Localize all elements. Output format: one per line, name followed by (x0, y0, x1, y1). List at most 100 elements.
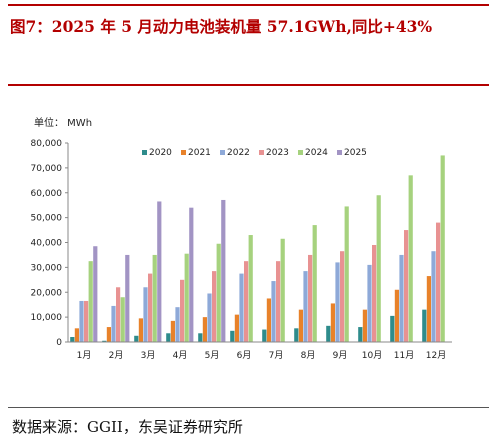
legend-swatch-2025 (337, 150, 342, 155)
y-tick-label: 0 (56, 338, 62, 348)
bar-2022-5月 (207, 293, 212, 342)
bar-2020-8月 (294, 328, 299, 342)
bar-2022-1月 (79, 300, 84, 342)
bar-2021-11月 (394, 289, 399, 342)
legend: 2020 2021 2022 2023 2024 2025 (142, 148, 367, 158)
bar-2020-10月 (358, 327, 363, 342)
bar-2020-11月 (390, 315, 395, 342)
bar-2024-4月 (184, 253, 189, 342)
bar-2020-9月 (326, 325, 331, 342)
bars (70, 155, 445, 343)
top-rule (8, 4, 489, 6)
legend-label: 2021 (188, 148, 211, 158)
bar-2020-4月 (166, 333, 171, 342)
x-tick-label: 10月 (362, 350, 382, 361)
bar-2021-6月 (234, 314, 239, 342)
legend-label: 2025 (344, 148, 367, 158)
bar-2024-7月 (280, 238, 285, 342)
bar-2022-9月 (335, 262, 340, 342)
bar-2022-12月 (431, 251, 436, 342)
x-tick-label: 9月 (333, 350, 348, 361)
bar-2023-11月 (404, 230, 409, 342)
bar-2024-12月 (440, 155, 445, 342)
bar-2022-3月 (143, 287, 148, 342)
x-tick-label: 11月 (394, 350, 414, 361)
y-tick-label: 60,000 (31, 189, 63, 199)
bar-2021-8月 (298, 309, 303, 342)
bar-2021-12月 (426, 276, 431, 342)
bar-2023-9月 (340, 251, 345, 342)
bar-2021-3月 (138, 318, 143, 342)
x-tick-label: 5月 (205, 350, 220, 361)
bar-2023-5月 (212, 271, 217, 342)
y-tick-label: 40,000 (31, 239, 63, 249)
legend-swatch-2021 (181, 150, 186, 155)
bar-2021-1月 (74, 328, 79, 342)
bar-2024-8月 (312, 225, 317, 342)
bar-2021-7月 (266, 298, 271, 342)
bar-2022-6月 (239, 273, 244, 342)
bar-2024-11月 (408, 175, 413, 342)
bar-2024-10月 (376, 195, 381, 342)
y-tick-label: 50,000 (31, 214, 63, 224)
bar-2020-5月 (198, 333, 203, 342)
bar-2025-2月 (125, 254, 130, 342)
bar-2025-4月 (189, 207, 194, 342)
bar-2025-3月 (157, 201, 162, 342)
x-tick-label: 8月 (301, 350, 316, 361)
legend-swatch-2024 (298, 150, 303, 155)
x-tick-label: 2月 (109, 350, 124, 361)
bar-2024-3月 (152, 254, 157, 342)
x-tick-label: 6月 (237, 350, 252, 361)
legend-label: 2024 (305, 148, 328, 158)
legend-swatch-2020 (142, 150, 147, 155)
bar-2023-10月 (372, 244, 377, 342)
bar-2024-6月 (248, 235, 253, 342)
bar-2021-2月 (106, 327, 111, 342)
bar-2024-2月 (120, 297, 125, 342)
unit-label: 单位： MWh (34, 116, 92, 129)
bar-2023-2月 (116, 287, 121, 342)
y-tick-label: 20,000 (31, 288, 63, 298)
bar-2020-7月 (262, 329, 267, 342)
bar-2025-5月 (221, 199, 226, 342)
bar-2023-1月 (84, 300, 89, 342)
bar-2024-5月 (216, 243, 221, 342)
bar-2023-7月 (276, 261, 281, 342)
bottom-rule (8, 407, 489, 408)
bar-2021-4月 (170, 320, 175, 342)
bar-2022-4月 (175, 307, 180, 342)
y-tick-label: 80,000 (31, 139, 63, 149)
bar-2020-6月 (230, 330, 235, 342)
bar-2021-9月 (330, 303, 335, 342)
legend-label: 2023 (266, 148, 289, 158)
bar-2020-2月 (102, 340, 107, 342)
bar-2025-1月 (93, 246, 98, 342)
bar-2020-1月 (70, 337, 75, 342)
x-tick-label: 3月 (141, 350, 156, 361)
legend-label: 2022 (227, 148, 250, 158)
source-note: 数据来源：GGII，东吴证券研究所 (12, 418, 243, 436)
x-tick-label: 1月 (77, 350, 92, 361)
bar-2021-10月 (362, 309, 367, 342)
bar-2020-12月 (422, 309, 427, 342)
y-axis: 0 10,000 20,000 30,000 40,000 50,000 60,000 70,… (31, 139, 69, 348)
bar-2021-5月 (202, 317, 207, 343)
bar-2023-4月 (180, 279, 185, 342)
bar-2022-10月 (367, 264, 372, 342)
bar-2023-3月 (148, 273, 153, 342)
bar-2023-8月 (308, 254, 313, 342)
bar-2024-1月 (88, 261, 93, 342)
y-tick-label: 70,000 (31, 164, 63, 174)
x-tick-label: 7月 (269, 350, 284, 361)
bar-2024-9月 (344, 206, 349, 342)
title-divider (8, 84, 489, 86)
x-axis: 1月 2月 3月 4月 5月 6月 7月 8月 9月 10月 11月 12月 (68, 341, 452, 361)
bar-2020-3月 (134, 335, 139, 342)
legend-swatch-2022 (220, 150, 225, 155)
bar-2022-11月 (399, 254, 404, 342)
y-tick-label: 10,000 (31, 313, 63, 323)
bar-2022-7月 (271, 281, 276, 342)
legend-label: 2020 (149, 148, 172, 158)
